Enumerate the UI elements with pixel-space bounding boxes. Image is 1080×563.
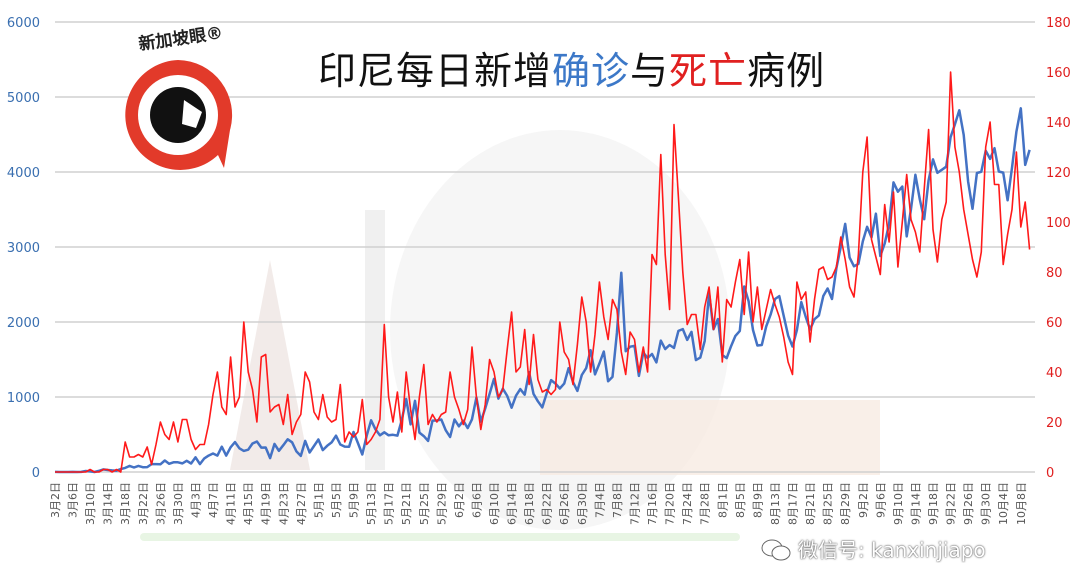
series-lines <box>54 71 1031 474</box>
x-tick-label: 6月30日 <box>576 482 589 525</box>
x-tick-label: 4月11日 <box>225 482 238 525</box>
right-tick-label: 160 <box>1046 66 1071 81</box>
left-tick-label: 0 <box>32 466 40 481</box>
x-axis: 3月2日 3月6日 3月10日 3月14日 3月18日 3月22日 3月26日 3月30日 4月… <box>49 482 1028 525</box>
x-tick-label: 5月9日 <box>348 482 361 518</box>
x-tick-label: 9月6日 <box>874 482 887 518</box>
left-tick-label: 5000 <box>7 91 40 106</box>
x-tick-label: 4月23日 <box>277 482 290 525</box>
left-tick-label: 3000 <box>7 241 40 256</box>
chart-title: 印尼每日新增确诊与死亡病例 <box>318 40 825 95</box>
x-tick-label: 9月22日 <box>945 482 958 525</box>
x-tick-label: 8月29日 <box>839 482 852 525</box>
x-tick-label: 6月10日 <box>488 482 501 525</box>
x-tick-label: 5月29日 <box>435 482 448 525</box>
x-tick-label: 8月13日 <box>769 482 782 525</box>
x-tick-label: 6月14日 <box>506 482 519 525</box>
x-tick-label: 8月1日 <box>716 482 729 518</box>
right-tick-label: 80 <box>1046 266 1063 281</box>
title-deaths: 死亡 <box>669 49 748 93</box>
left-tick-label: 6000 <box>7 16 40 31</box>
x-tick-label: 5月21日 <box>400 482 413 525</box>
eye-logo-icon <box>125 60 233 170</box>
x-tick-label: 6月6日 <box>470 482 483 518</box>
right-axis: 0 20 40 60 80 100 120 140 160 180 <box>1046 16 1071 481</box>
right-tick-label: 100 <box>1046 216 1071 231</box>
x-tick-label: 9月26日 <box>962 482 975 525</box>
x-tick-label: 9月2日 <box>857 482 870 518</box>
x-tick-label: 6月26日 <box>558 482 571 525</box>
x-tick-label: 8月5日 <box>734 482 747 518</box>
background-illustration <box>140 130 880 541</box>
watermark: 微信号: kanxinjiapo <box>760 538 986 562</box>
right-tick-label: 180 <box>1046 16 1071 31</box>
left-axis: 0 1000 2000 3000 4000 5000 6000 <box>7 16 40 481</box>
x-tick-label: 10月4日 <box>997 482 1010 525</box>
left-tick-label: 2000 <box>7 316 40 331</box>
x-tick-label: 4月7日 <box>207 482 220 518</box>
x-tick-label: 3月6日 <box>67 482 80 518</box>
x-tick-label: 5月17日 <box>383 482 396 525</box>
x-tick-label: 4月15日 <box>242 482 255 525</box>
x-tick-label: 9月30日 <box>980 482 993 525</box>
x-tick-label: 8月21日 <box>804 482 817 525</box>
x-tick-label: 4月3日 <box>189 482 202 518</box>
x-tick-label: 3月2日 <box>49 482 62 518</box>
deaths-line <box>55 71 1031 473</box>
left-tick-label: 4000 <box>7 166 40 181</box>
title-text: 印尼每日新增 <box>318 49 553 93</box>
right-tick-label: 20 <box>1046 416 1063 431</box>
x-tick-label: 5月25日 <box>418 482 431 525</box>
right-tick-label: 140 <box>1046 116 1071 131</box>
x-tick-label: 9月10日 <box>892 482 905 525</box>
x-tick-label: 7月28日 <box>699 482 712 525</box>
x-tick-label: 7月4日 <box>593 482 606 518</box>
x-tick-label: 5月5日 <box>330 482 343 518</box>
x-tick-label: 9月14日 <box>909 482 922 525</box>
title-suffix: 病例 <box>747 49 826 93</box>
title-and: 与 <box>630 49 670 93</box>
x-tick-label: 7月12日 <box>628 482 641 525</box>
right-tick-label: 120 <box>1046 166 1071 181</box>
x-tick-label: 10月8日 <box>1015 482 1028 525</box>
x-tick-label: 5月13日 <box>365 482 378 525</box>
x-tick-label: 4月27日 <box>295 482 308 525</box>
x-tick-label: 7月20日 <box>664 482 677 525</box>
watermark-text: 微信号: kanxinjiapo <box>798 538 986 562</box>
wechat-icon <box>761 539 791 561</box>
x-tick-label: 6月18日 <box>523 482 536 525</box>
x-tick-label: 7月8日 <box>611 482 624 518</box>
x-tick-label: 7月16日 <box>646 482 659 525</box>
x-tick-label: 7月24日 <box>681 482 694 525</box>
x-tick-label: 3月22日 <box>137 482 150 525</box>
x-tick-label: 3月10日 <box>84 482 97 525</box>
x-tick-label: 3月26日 <box>154 482 167 525</box>
x-tick-label: 9月18日 <box>927 482 940 525</box>
right-tick-label: 60 <box>1046 316 1063 331</box>
x-tick-label: 8月25日 <box>822 482 835 525</box>
gridlines <box>55 21 1035 473</box>
x-tick-label: 3月14日 <box>102 482 115 525</box>
right-tick-label: 0 <box>1046 466 1054 481</box>
left-tick-label: 1000 <box>7 391 40 406</box>
x-tick-label: 3月18日 <box>119 482 132 525</box>
logo <box>118 20 238 170</box>
x-tick-label: 8月9日 <box>751 482 764 518</box>
deaths-points <box>54 71 1030 473</box>
x-tick-label: 6月2日 <box>453 482 466 518</box>
cases-line <box>54 107 1031 474</box>
x-tick-label: 6月22日 <box>541 482 554 525</box>
x-tick-label: 3月30日 <box>172 482 185 525</box>
x-tick-label: 4月19日 <box>260 482 273 525</box>
x-tick-label: 5月1日 <box>312 482 325 518</box>
right-tick-label: 40 <box>1046 366 1063 381</box>
title-cases: 确诊 <box>552 49 631 93</box>
x-tick-label: 8月17日 <box>787 482 800 525</box>
